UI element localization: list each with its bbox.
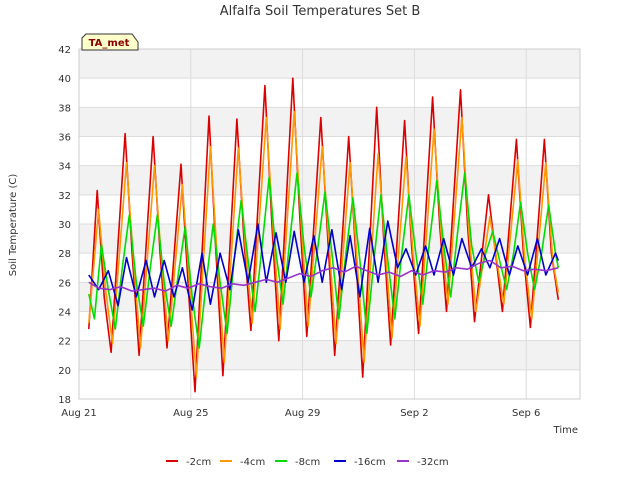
y-tick-label: 38 [58, 103, 71, 114]
legend-item: -8cm [275, 457, 320, 468]
legend-label: -2cm [186, 457, 211, 468]
y-tick-label: 42 [58, 45, 71, 56]
y-tick-label: 18 [58, 395, 71, 406]
plot-band [79, 340, 580, 370]
axes [78, 48, 581, 400]
y-tick-label: 20 [58, 366, 71, 377]
y-tick-label: 28 [58, 249, 71, 260]
plot-band [79, 49, 580, 79]
series-lines [88, 77, 560, 393]
series-line-minus-16cm [88, 220, 560, 311]
y-tick-label: 32 [58, 191, 71, 202]
y-tick-label: 24 [58, 308, 71, 319]
y-tick-label: 34 [58, 162, 71, 173]
y-tick-label: 30 [58, 220, 71, 231]
plot-band [79, 107, 580, 137]
legend-label: -16cm [354, 457, 386, 468]
legend-label: -4cm [240, 457, 265, 468]
y-axis-label: Soil Temperature (C) [8, 174, 19, 277]
x-axis-label: Time [553, 425, 578, 436]
x-tick-label: Aug 25 [173, 408, 208, 419]
legend-item: -16cm [334, 457, 386, 468]
y-tick-label: 26 [58, 278, 71, 289]
chart-title: Alfalfa Soil Temperatures Set B [220, 4, 421, 19]
x-tick-labels: Aug 21 Aug 25 Aug 29 Sep 2 Sep 6 [61, 408, 540, 419]
y-tick-label: 22 [58, 337, 71, 348]
y-tick-labels: 18 20 22 24 26 28 30 32 34 36 38 40 42 [58, 45, 71, 406]
plot-band [79, 165, 580, 195]
x-tick-label: Aug 29 [285, 408, 320, 419]
ta-met-badge: TA_met [81, 33, 139, 51]
legend-label: -8cm [295, 457, 320, 468]
series-line-minus-32cm [88, 259, 559, 292]
legend-label: -32cm [417, 457, 449, 468]
y-tick-label: 36 [58, 133, 71, 144]
plot-frame [78, 48, 581, 400]
legend-item: -4cm [220, 457, 265, 468]
legend-item: -32cm [397, 457, 449, 468]
ta-met-badge-label: TA_met [89, 38, 130, 49]
legend: -2cm -4cm -8cm -16cm -32cm [166, 457, 449, 468]
x-tick-label: Aug 21 [61, 408, 96, 419]
x-tick-label: Sep 2 [400, 408, 428, 419]
y-tick-label: 40 [58, 74, 71, 85]
x-tick-label: Sep 6 [512, 408, 540, 419]
legend-item: -2cm [166, 457, 211, 468]
